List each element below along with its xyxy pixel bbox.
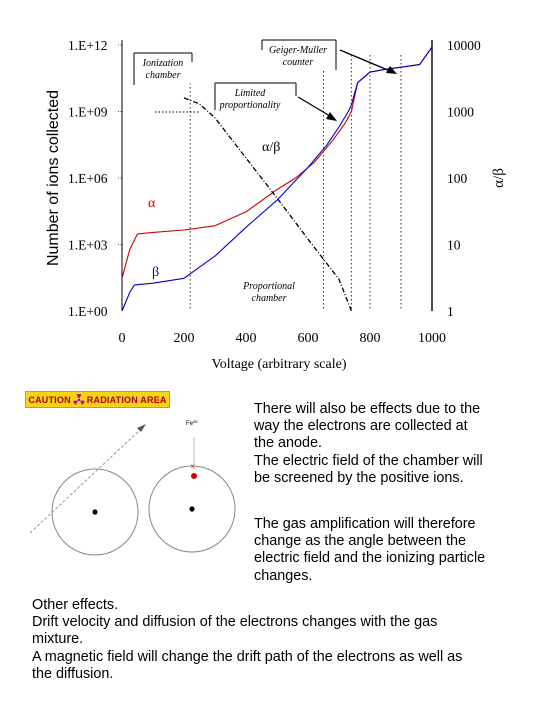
series-label-alpha: α [148,196,156,211]
annotation-geiger-muller-line: counter [283,57,314,68]
y-right-tick-label: 100 [447,171,468,186]
y-left-axis-label: Number of ions collected [45,90,62,266]
y-right-tick-label: 10000 [447,38,481,53]
ionizing-track [29,427,143,534]
text-line: changes. [254,567,313,584]
text-line: the diffusion. [32,665,114,682]
y-left-tick-label: 1.E+03 [68,238,108,253]
annotation-proportional-chamber-line: Proportional [242,281,295,292]
limited-arrow-line [297,96,331,117]
anode-right [189,506,195,512]
text-line: electric field and the ionizing particle [254,550,486,567]
text-line: the anode. [254,435,323,452]
text-line: There will also be effects due to the [254,401,481,417]
y-left-tick-label: 1.E+00 [68,304,108,319]
annotation-ionization-chamber-box [133,54,193,84]
series-layer: α β α/β [121,46,433,312]
gas-detector-chart: α β α/β 0 200 400 600 800 1000 Voltage (arbitrar… [45,38,507,372]
text-line: mixture. [32,631,84,648]
annotation-limited-proportionality: Limited proportionality [219,88,281,111]
chamber-right [148,465,236,553]
y-right-tick-label: 1000 [447,105,474,120]
annotation-ionization-chamber: Ionization chamber [142,58,184,81]
caution-right-text: RADIATION AREA [86,394,167,405]
track-arrow-icon [137,424,146,432]
series-line-1 [121,46,433,312]
limited-arrow-head-icon [326,112,337,121]
caution-left-text: CAUTION [28,394,71,405]
x-tick-label: 800 [360,331,381,346]
electron-dot [191,473,197,479]
annotation-geiger-muller-box [261,41,335,69]
text-line: The gas amplification will therefore [254,516,476,532]
radiation-trefoil-icon [73,393,85,405]
y-left-tick-label: 1.E+09 [68,105,108,120]
annotation-limited-proportionality-line: Limited [234,88,267,99]
annotation-proportional-chamber: Proportional chamber [242,281,295,304]
text-line: change as the angle between the [254,533,467,550]
text-line: The electric field of the chamber will [254,452,483,469]
annotation-limited-proportionality-box [214,84,286,112]
text-line: be screened by the positive ions. [254,469,464,486]
paragraph-gas-amplification: The gas amplification will therefore chan… [254,516,524,585]
x-tick-label: 0 [119,331,126,346]
series-label-ratio: α/β [262,140,280,155]
text-line: way the electrons are collected at [254,418,468,435]
annotation-proportional-chamber-box [235,277,303,305]
region-boundaries [118,44,402,311]
chamber-diagram: Fe55 x [29,419,236,556]
geiger-arrow-head-icon [386,66,397,74]
x-tick-label: 1000 [418,331,446,346]
paragraph-anode-effects: There will also be effects due to the way… [254,401,524,487]
series-label-beta: β [152,265,159,280]
geiger-arrow-line [339,49,391,72]
x-tick-label: 400 [236,331,257,346]
annotation-geiger-muller-line: Geiger-Muller [269,45,327,56]
text-line: A magnetic field will change the drift p… [32,648,463,665]
y-left-tick-label: 1.E+06 [68,171,108,186]
paragraph-other-effects: Other effects. Drift velocity and diffusi… [32,597,522,683]
annotation-proportional-chamber-line: chamber [252,293,287,304]
x-tick-label: 600 [298,331,319,346]
electron-label: x [191,464,194,470]
anode-left [92,509,98,515]
annotation-ionization-chamber-line: Ionization [142,58,184,69]
annotation-geiger-muller: Geiger-Muller counter [269,45,327,68]
x-tick-label: 200 [174,331,195,346]
series-line-2 [183,97,353,312]
y-right-tick-label: 10 [447,238,461,253]
text-line: Drift velocity and diffusion of the elec… [32,614,438,631]
caution-radiation-sign: CAUTION RADIATION AREA [25,391,170,408]
text-line: Other effects. [32,597,119,613]
y-left-tick-label: 1.E+12 [68,38,108,53]
tick-labels: 0 200 400 600 800 1000 Voltage (arbitrary scal… [45,38,507,372]
source-label-left: Fe55 [186,419,198,427]
annotation-ionization-chamber-line: chamber [146,70,181,81]
y-right-tick-label: 1 [447,304,454,319]
y-right-axis-label: α/β [491,168,507,188]
annotation-limited-proportionality-line: proportionality [219,100,281,111]
chart-axes [121,40,433,311]
x-axis-label: Voltage (arbitrary scale) [211,357,346,372]
